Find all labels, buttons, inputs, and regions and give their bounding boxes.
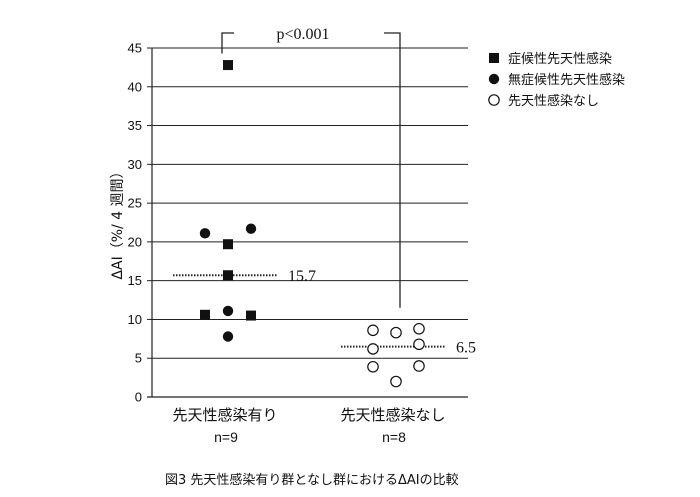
data-points [199,60,425,388]
open-circle-point [390,326,402,339]
p-value-label: p<0.001 [276,26,329,43]
figure-caption: 図3 先天性感染有り群となし群におけるΔAIの比較 [165,472,459,488]
y-axis [147,48,468,398]
y-tick-label: 35 [128,118,142,133]
legend-marker [489,53,499,63]
open-circle-point [367,343,379,355]
y-tick-label: 10 [128,312,142,327]
open-circle-point [390,375,402,388]
category-label: 先天性感染有り [172,406,277,424]
bracket-right-arm [384,32,401,308]
y-tick-label: 15 [128,273,142,288]
median-label: 6.5 [456,340,476,357]
significance-bracket: p<0.001 [221,26,401,308]
gridlines [147,47,468,398]
y-tick-label: 30 [128,157,142,172]
filled-circle-point [199,228,211,239]
square-point [246,310,256,321]
median-lines: 15.7 6.5 [173,268,476,357]
y-tick-label: 45 [128,41,142,56]
legend-marker [488,94,500,106]
open-circle-point [413,322,425,335]
filled-circle-point [222,305,234,317]
category-n-label: n=8 [382,429,406,445]
category-labels: 先天性感染有り n=9 先天性感染なし n=8 [172,406,445,445]
y-tick-label: 20 [128,234,142,249]
square-point [200,309,210,320]
legend-label: 無症候性先天性感染 [508,72,625,88]
open-circle-point [413,360,425,372]
y-tick-label: 5 [135,351,142,366]
open-circle-point [367,324,379,337]
square-point [223,270,233,281]
y-axis-label: ΔAI（%/ 4 週間） [110,164,126,279]
y-tick-label: 0 [135,390,142,405]
square-point [223,60,233,71]
legend-marker [488,73,500,85]
y-tick-label: 40 [128,79,142,94]
filled-circle-point [245,223,257,234]
open-circle-point [367,360,379,373]
category-n-label: n=9 [214,429,238,445]
legend-label: 先天性感染なし [508,93,599,109]
legend-label: 症候性先天性感染 [508,51,612,67]
square-point [223,239,233,250]
bracket-left-arm [221,32,234,54]
median-label: 15.7 [288,268,316,285]
category-label: 先天性感染なし [340,406,445,424]
y-tick-label: 25 [128,196,142,211]
y-tick-labels: 0 5 10 15 20 25 30 35 40 45 [128,41,142,405]
open-circle-point [413,338,425,351]
filled-circle-point [222,331,234,342]
